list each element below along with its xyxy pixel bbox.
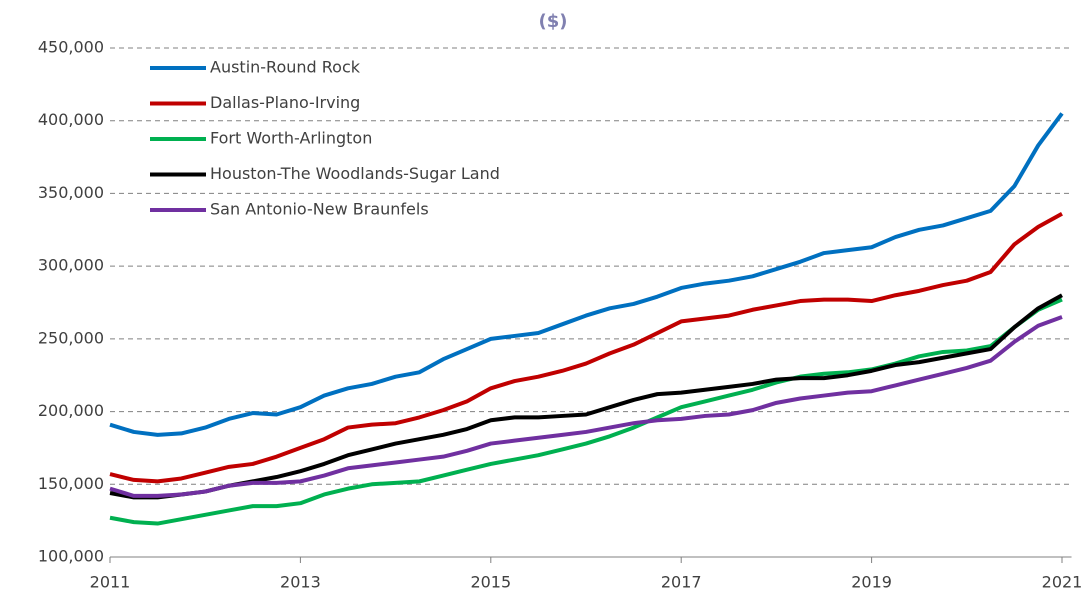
series-line bbox=[109, 315, 1063, 498]
x-tick-label: 2021 bbox=[1042, 573, 1083, 592]
x-tick-label: 2019 bbox=[851, 573, 892, 592]
series-line bbox=[109, 297, 1063, 526]
x-tick-label: 2013 bbox=[280, 573, 321, 592]
legend-label: Austin-Round Rock bbox=[210, 58, 361, 77]
y-tick-label: 350,000 bbox=[38, 183, 104, 202]
legend-label: San Antonio-New Braunfels bbox=[210, 200, 429, 219]
legend-label: Dallas-Plano-Irving bbox=[210, 93, 360, 112]
legend-label: Fort Worth-Arlington bbox=[210, 129, 372, 148]
legend-label: Houston-The Woodlands-Sugar Land bbox=[210, 164, 500, 183]
y-tick-label: 450,000 bbox=[38, 38, 104, 57]
y-tick-label: 100,000 bbox=[38, 547, 104, 566]
y-tick-label: 250,000 bbox=[38, 328, 104, 347]
chart-title: ($) bbox=[539, 11, 568, 32]
series-line bbox=[109, 112, 1064, 437]
series-line bbox=[109, 293, 1063, 500]
y-tick-label: 300,000 bbox=[38, 256, 104, 275]
series-line bbox=[109, 212, 1063, 484]
x-tick-label: 2015 bbox=[470, 573, 511, 592]
y-tick-label: 400,000 bbox=[38, 110, 104, 129]
y-tick-label: 200,000 bbox=[38, 401, 104, 420]
x-tick-label: 2011 bbox=[90, 573, 131, 592]
y-tick-label: 150,000 bbox=[38, 474, 104, 493]
x-tick-label: 2017 bbox=[661, 573, 702, 592]
